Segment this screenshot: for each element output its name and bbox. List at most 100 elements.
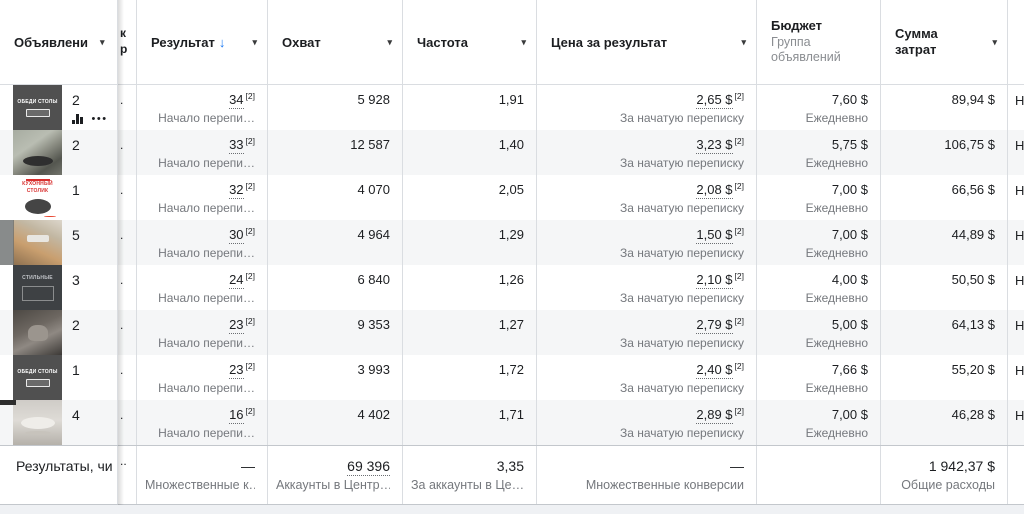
result-label: Начало перепи… xyxy=(158,200,255,215)
summary-frequency-note: За аккаунты в Це… xyxy=(411,478,524,493)
column-header-result[interactable]: Результат ↓ ▾ xyxy=(137,0,268,84)
amount-spent-value: 50,50 $ xyxy=(951,272,995,287)
reach-header-label: Охват xyxy=(282,34,321,50)
column-header-amount-spent[interactable]: Сумма затрат ▾ xyxy=(881,0,1008,84)
result-value[interactable]: 33 xyxy=(229,137,244,154)
budget-value: 7,00 $ xyxy=(831,227,868,242)
result-value[interactable]: 30 xyxy=(229,227,244,244)
summary-amount-spent-note: Общие расходы xyxy=(901,478,995,493)
clipped-column-header: к р xyxy=(118,0,137,84)
footnote-marker: [2] xyxy=(734,136,744,146)
result-label: Начало перепи… xyxy=(158,110,255,125)
cost-per-result-value[interactable]: 2,65 $ xyxy=(696,92,733,109)
result-value[interactable]: 16 xyxy=(229,407,244,424)
amount-spent-value: 55,20 $ xyxy=(951,362,995,377)
budget-value: 7,00 $ xyxy=(831,407,868,422)
reach-value: 4 402 xyxy=(357,407,390,422)
insights-chart-icon[interactable] xyxy=(72,114,83,124)
ad-count: 2 xyxy=(72,317,80,333)
footnote-marker: [2] xyxy=(734,406,744,416)
more-options-icon[interactable]: ••• xyxy=(91,113,108,125)
result-label: Начало перепи… xyxy=(158,290,255,305)
column-header-edge xyxy=(1008,0,1024,84)
ad-row: КУХОННЫЙ СТОЛИК 1. 32 [2] Начало перепи… 4 07… xyxy=(0,175,1024,220)
cost-per-result-value[interactable]: 3,23 $ xyxy=(696,137,733,154)
ad-count: 2 xyxy=(72,92,80,108)
footnote-marker: [2] xyxy=(245,361,255,371)
ad-thumbnail[interactable] xyxy=(13,130,62,175)
ad-thumbnail[interactable] xyxy=(13,220,62,265)
reach-value: 3 993 xyxy=(357,362,390,377)
column-header-ads[interactable]: Объявлени ▾ xyxy=(0,0,118,84)
budget-value: 5,75 $ xyxy=(831,137,868,152)
chevron-down-icon[interactable]: ▾ xyxy=(521,36,526,47)
ad-thumbnail[interactable]: КУХОННЫЙ СТОЛИК xyxy=(13,175,62,220)
result-value[interactable]: 32 xyxy=(229,182,244,199)
cost-per-result-value[interactable]: 2,79 $ xyxy=(696,317,733,334)
column-header-cost-per-result[interactable]: Цена за результат ▾ xyxy=(537,0,757,84)
budget-value: 5,00 $ xyxy=(831,317,868,332)
cost-per-result-value[interactable]: 2,10 $ xyxy=(696,272,733,289)
cost-per-result-value[interactable]: 2,89 $ xyxy=(696,407,733,424)
cost-per-result-value[interactable]: 1,50 $ xyxy=(696,227,733,244)
summary-result-note: Множественные к… xyxy=(145,478,255,493)
cost-per-result-label: За начатую переписку xyxy=(619,110,744,125)
amount-spent-header-line1: Сумма xyxy=(895,25,938,41)
chevron-down-icon[interactable]: ▾ xyxy=(387,36,392,47)
result-value[interactable]: 23 xyxy=(229,317,244,334)
summary-label: Результаты, чи xyxy=(0,446,118,504)
cost-per-result-label: За начатую переписку xyxy=(619,245,744,260)
ad-thumbnail-text: КУХОННЫЙ СТОЛИК xyxy=(22,181,53,194)
footnote-marker: [2] xyxy=(734,181,744,191)
sort-descending-icon[interactable]: ↓ xyxy=(218,34,226,50)
column-header-budget[interactable]: Бюджет Группа объявлений xyxy=(757,0,881,84)
chevron-down-icon[interactable]: ▾ xyxy=(741,36,746,47)
ad-row: 2. 23 [2] Начало перепи… 9 353 1,27 2,79 $ [2] З… xyxy=(0,310,1024,355)
summary-cost-per-result-note: Множественные конверсии xyxy=(585,478,744,493)
ad-count: 1 xyxy=(72,182,80,198)
cost-per-result-value[interactable]: 2,40 $ xyxy=(696,362,733,379)
ad-thumbnail[interactable]: ОБЕДИ СТОЛЫ xyxy=(13,85,62,130)
ad-count: 5 xyxy=(72,227,80,243)
column-header-reach[interactable]: Охват ▾ xyxy=(268,0,403,84)
frequency-value: 1,26 xyxy=(498,272,524,287)
clipped-fragment: р xyxy=(120,42,128,56)
ad-thumbnail[interactable] xyxy=(13,400,62,445)
budget-value: 7,60 $ xyxy=(831,92,868,107)
budget-header-sublabel: Группа объявлений xyxy=(771,34,841,65)
cost-per-result-label: За начатую переписку xyxy=(619,290,744,305)
ad-thumbnail[interactable] xyxy=(13,310,62,355)
result-value[interactable]: 24 xyxy=(229,272,244,289)
result-header-label: Результат xyxy=(151,34,215,50)
summary-amount-spent-value: 1 942,37 $ xyxy=(928,458,995,474)
clipped-column-cell: .. xyxy=(118,446,137,504)
frequency-value: 1,40 xyxy=(498,137,524,152)
summary-reach-value[interactable]: 69 396 xyxy=(347,458,390,476)
chevron-down-icon[interactable]: ▾ xyxy=(100,36,105,47)
cost-per-result-label: За начатую переписку xyxy=(619,155,744,170)
summary-cost-per-result-value: — xyxy=(730,458,744,474)
frequency-value: 1,29 xyxy=(498,227,524,242)
budget-schedule: Ежедневно xyxy=(805,380,868,395)
table-body: ОБЕДИ СТОЛЫ 2 •••. 34 [2] Начало перепи… 5 928… xyxy=(0,85,1024,445)
result-value[interactable]: 23 xyxy=(229,362,244,379)
column-header-frequency[interactable]: Частота ▾ xyxy=(403,0,537,84)
edge-column-fragment: Н xyxy=(1015,138,1024,153)
result-label: Начало перепи… xyxy=(158,155,255,170)
frequency-value: 2,05 xyxy=(498,182,524,197)
budget-schedule: Ежедневно xyxy=(805,200,868,215)
ad-thumbnail[interactable]: СТИЛЬНЫЕ xyxy=(13,265,62,310)
result-value[interactable]: 34 xyxy=(229,92,244,109)
chevron-down-icon[interactable]: ▾ xyxy=(252,36,257,47)
ad-thumbnail[interactable]: ОБЕДИ СТОЛЫ xyxy=(13,355,62,400)
footnote-marker: [2] xyxy=(734,91,744,101)
result-label: Начало перепи… xyxy=(158,335,255,350)
clipped-column-cell: . xyxy=(118,130,137,175)
clipped-column-cell: . xyxy=(118,85,137,130)
cost-per-result-value[interactable]: 2,08 $ xyxy=(696,182,733,199)
ad-row: ОБЕДИ СТОЛЫ 1. 23 [2] Начало перепи… 3 993 1,7… xyxy=(0,355,1024,400)
summary-frequency-value: 3,35 xyxy=(496,458,524,474)
chevron-down-icon[interactable]: ▾ xyxy=(992,36,997,47)
cost-per-result-label: За начатую переписку xyxy=(619,380,744,395)
budget-schedule: Ежедневно xyxy=(805,245,868,260)
